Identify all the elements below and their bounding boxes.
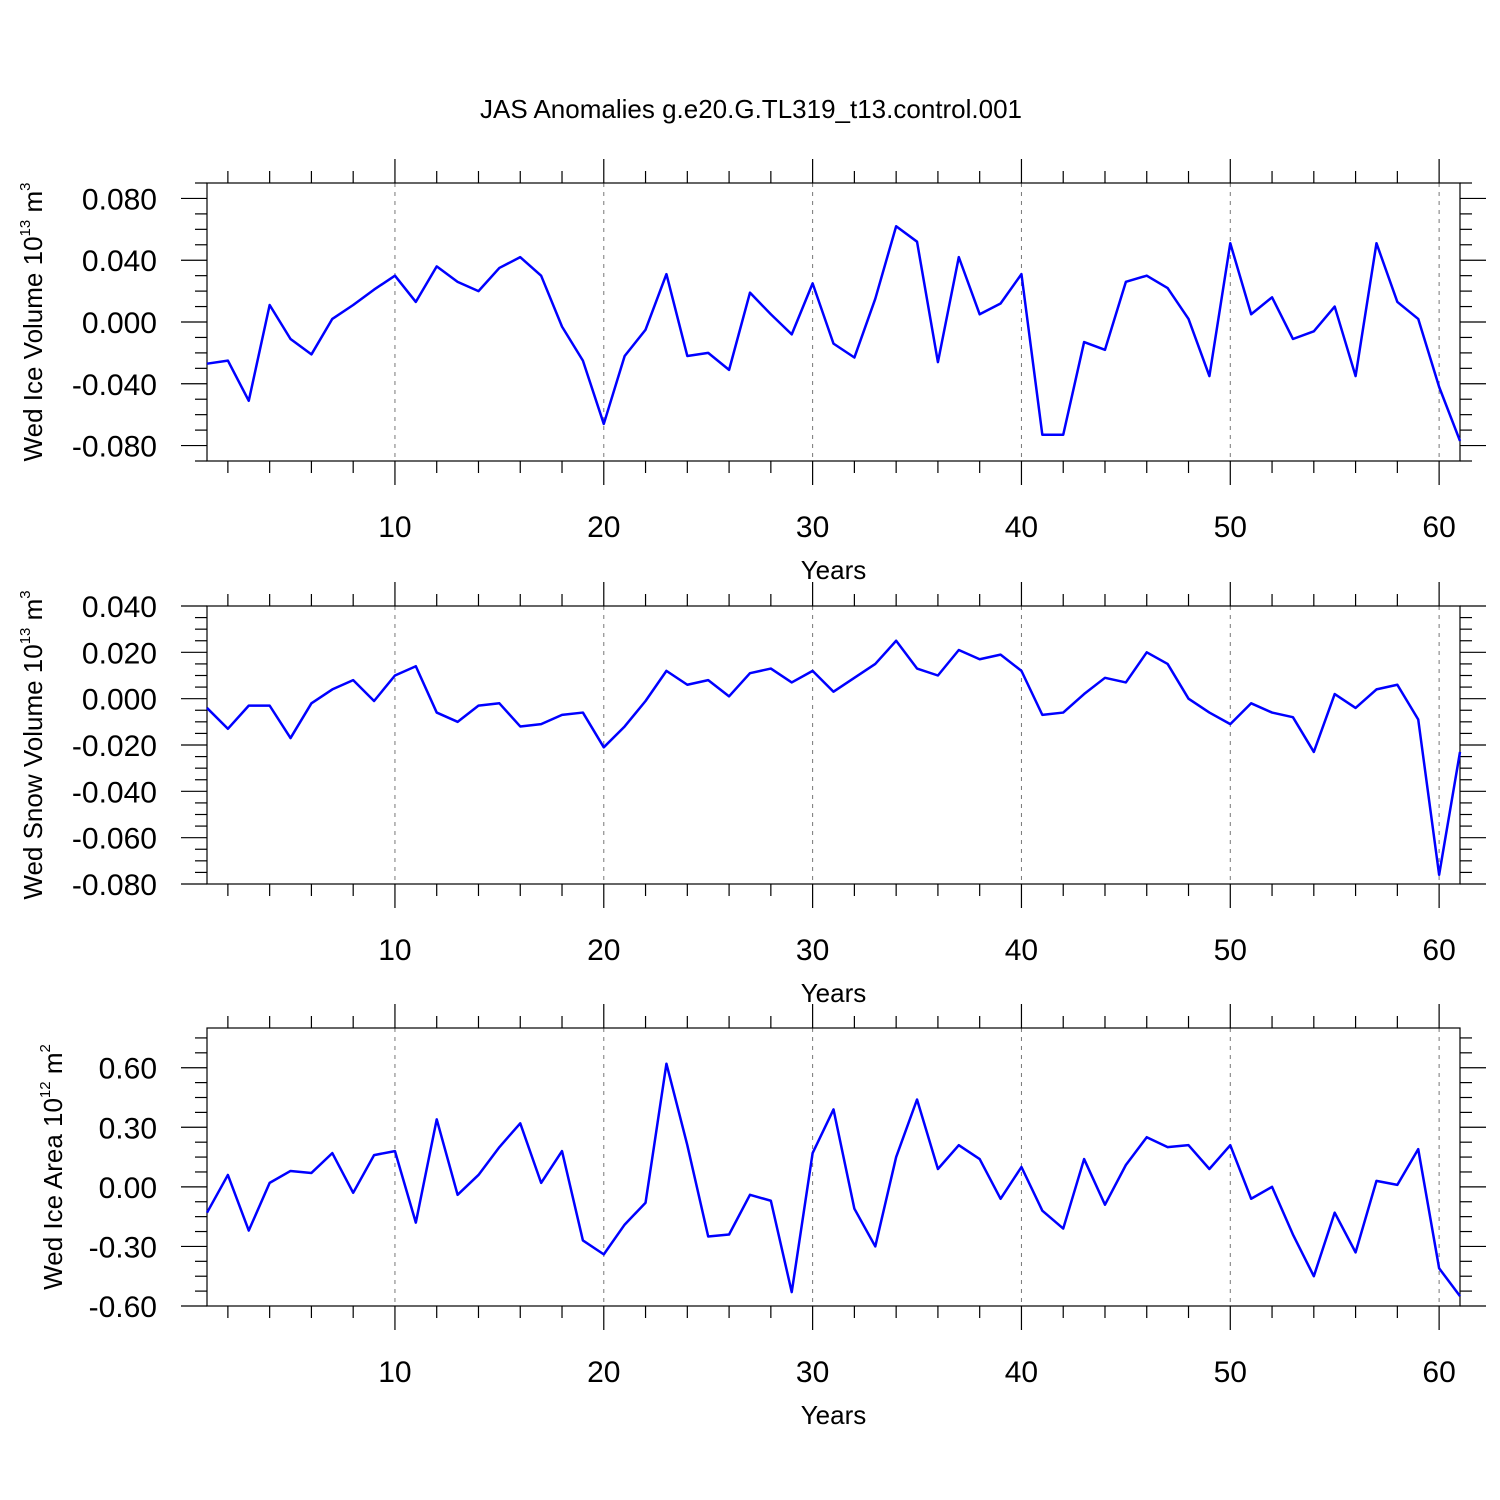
y-tick-label: -0.040 — [72, 776, 157, 809]
x-tick-label: 40 — [1005, 511, 1038, 544]
x-axis-label: Years — [801, 555, 867, 585]
x-tick-label: 20 — [587, 1356, 620, 1389]
x-tick-label: 60 — [1422, 1356, 1455, 1389]
x-tick-label: 60 — [1422, 511, 1455, 544]
x-tick-label: 40 — [1005, 1356, 1038, 1389]
x-tick-label: 60 — [1422, 934, 1455, 967]
y-tick-label: -0.30 — [89, 1231, 157, 1264]
x-axis-label: Years — [801, 1400, 867, 1430]
x-tick-label: 30 — [796, 934, 829, 967]
x-tick-label: 20 — [587, 511, 620, 544]
x-axis-label: Years — [801, 978, 867, 1008]
x-tick-label: 40 — [1005, 934, 1038, 967]
y-tick-label: 0.000 — [82, 307, 157, 340]
y-tick-label: -0.060 — [72, 823, 157, 856]
panel-ice-volume: 10 20 30 40 50 60 -0.080 -0.040 0.000 0.040 0.080 Y… — [17, 159, 1486, 585]
y-tick-label: 0.00 — [99, 1172, 157, 1205]
y-tick-label: 0.040 — [82, 591, 157, 624]
y-axis-label: Wed Ice Area 1012 m2 — [37, 1044, 68, 1290]
y-tick-label: -0.080 — [72, 431, 157, 464]
panel-snow-volume: 10 20 30 40 50 60 -0.080 -0.060 -0.040 -0.020 0.00… — [17, 582, 1486, 1008]
y-tick-label: -0.040 — [72, 369, 157, 402]
y-tick-label: 0.020 — [82, 637, 157, 670]
x-tick-label: 10 — [378, 511, 411, 544]
x-tick-label: 10 — [378, 934, 411, 967]
series-line — [205, 1062, 1461, 1297]
chart-title: JAS Anomalies g.e20.G.TL319_t13.control.… — [480, 94, 1022, 124]
x-tick-label: 50 — [1214, 1356, 1247, 1389]
y-tick-label: -0.080 — [72, 869, 157, 902]
panel-ice-area: 10 20 30 40 50 60 -0.60 -0.30 0.00 0.30 0.60 Years W… — [37, 1004, 1486, 1430]
x-tick-label: 50 — [1214, 511, 1247, 544]
y-tick-label: 0.000 — [82, 684, 157, 717]
panels: 10 20 30 40 50 60 -0.080 -0.040 0.000 0.040 0.080 Y… — [17, 159, 1486, 1430]
y-tick-label: 0.040 — [82, 245, 157, 278]
x-tick-label: 30 — [796, 511, 829, 544]
y-tick-label: 0.60 — [99, 1053, 157, 1086]
plot-frame — [206, 1027, 1461, 1307]
x-tick-label: 20 — [587, 934, 620, 967]
y-axis-label: Wed Snow Volume 1013 m3 — [17, 590, 48, 899]
y-axis-label: Wed Ice Volume 1013 m3 — [17, 183, 48, 462]
y-tick-label: 0.30 — [99, 1112, 157, 1145]
y-tick-label: -0.60 — [89, 1291, 157, 1324]
x-tick-label: 30 — [796, 1356, 829, 1389]
x-tick-label: 10 — [378, 1356, 411, 1389]
y-tick-label: -0.020 — [72, 730, 157, 763]
x-tick-label: 50 — [1214, 934, 1247, 967]
series-line — [206, 639, 1462, 876]
y-tick-label: 0.080 — [82, 183, 157, 216]
